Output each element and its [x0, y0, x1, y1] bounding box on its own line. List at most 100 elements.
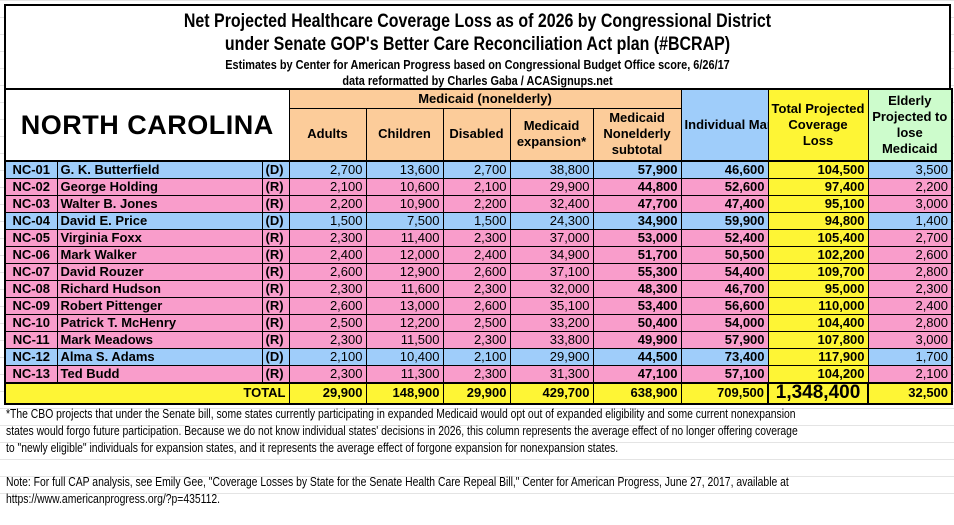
cell-district: NC-10: [4, 313, 58, 332]
cell-representative: David E. Price: [56, 211, 263, 230]
cell-party: (R): [261, 194, 290, 213]
cell-expansion: 29,900: [509, 347, 594, 366]
cell-adults: 2,600: [288, 262, 367, 281]
cell-party: (R): [261, 364, 290, 383]
cell-elderly: 1,400: [867, 211, 953, 230]
header-medicaid-group: Medicaid (nonelderly): [288, 88, 682, 109]
cell-total: 104,400: [767, 313, 869, 332]
cell-total: 104,200: [767, 364, 869, 383]
cell-individual: 57,900: [680, 330, 769, 349]
table-row: NC-01 G. K. Butterfield (D) 2,700 13,600 2,70…: [4, 160, 953, 179]
cell-representative: Richard Hudson: [56, 279, 263, 298]
total-subtotal: 638,900: [592, 381, 682, 404]
cell-party: (R): [261, 313, 290, 332]
cell-total: 107,800: [767, 330, 869, 349]
table-row: NC-13 Ted Budd (R) 2,300 11,300 2,300 31,300 47…: [4, 364, 953, 383]
footnote-note: Note: For full CAP analysis, see Emily G…: [6, 475, 789, 506]
cell-expansion: 24,300: [509, 211, 594, 230]
cell-district: NC-13: [4, 364, 58, 383]
table-row: NC-02 George Holding (R) 2,100 10,600 2,100 29…: [4, 177, 953, 196]
cell-individual: 52,600: [680, 177, 769, 196]
cell-adults: 2,300: [288, 330, 367, 349]
cell-representative: Robert Pittenger: [56, 296, 263, 315]
cell-subtotal: 44,800: [592, 177, 682, 196]
header-elderly: Elderly Projected to lose Medicaid: [867, 88, 953, 162]
cell-disabled: 2,500: [442, 313, 511, 332]
coverage-loss-table: NORTH CAROLINA Medicaid (nonelderly) Ind…: [4, 88, 954, 405]
header-disabled: Disabled: [442, 108, 511, 162]
cell-district: NC-04: [4, 211, 58, 230]
table-row: NC-09 Robert Pittenger (R) 2,600 13,000 2,600…: [4, 296, 953, 315]
cell-adults: 2,100: [288, 347, 367, 366]
table-row: NC-07 David Rouzer (R) 2,600 12,900 2,600 37,1…: [4, 262, 953, 281]
cell-elderly: 2,200: [867, 177, 953, 196]
cell-representative: Walter B. Jones: [56, 194, 263, 213]
table-row: NC-05 Virginia Foxx (R) 2,300 11,400 2,300 37,…: [4, 228, 953, 247]
cell-elderly: 1,700: [867, 347, 953, 366]
cell-disabled: 2,300: [442, 330, 511, 349]
cell-elderly: 2,100: [867, 364, 953, 383]
header-adults: Adults: [288, 108, 367, 162]
cell-subtotal: 51,700: [592, 245, 682, 264]
total-children: 148,900: [365, 381, 444, 404]
cell-elderly: 2,700: [867, 228, 953, 247]
cell-adults: 2,400: [288, 245, 367, 264]
cell-district: NC-01: [4, 160, 58, 179]
cell-individual: 73,400: [680, 347, 769, 366]
state-name: NORTH CAROLINA: [4, 88, 290, 162]
cell-individual: 56,600: [680, 296, 769, 315]
cell-expansion: 31,300: [509, 364, 594, 383]
cell-disabled: 2,100: [442, 347, 511, 366]
cell-adults: 2,500: [288, 313, 367, 332]
cell-total: 105,400: [767, 228, 869, 247]
cell-disabled: 1,500: [442, 211, 511, 230]
subtitle-credit: data reformatted by Charles Gaba / ACASi…: [342, 73, 613, 88]
total-label: TOTAL: [4, 381, 290, 404]
title-line-1: Net Projected Healthcare Coverage Loss a…: [183, 11, 772, 32]
cell-subtotal: 50,400: [592, 313, 682, 332]
cell-expansion: 32,000: [509, 279, 594, 298]
cell-disabled: 2,700: [442, 160, 511, 179]
cell-representative: Alma S. Adams: [56, 347, 263, 366]
cell-subtotal: 49,900: [592, 330, 682, 349]
header-subtotal: Medicaid Nonelderly subtotal: [592, 108, 682, 162]
header-children: Children: [365, 108, 444, 162]
cell-adults: 2,100: [288, 177, 367, 196]
cell-expansion: 33,200: [509, 313, 594, 332]
cell-total: 95,000: [767, 279, 869, 298]
header-expansion: Medicaid expansion*: [509, 108, 594, 162]
cell-district: NC-05: [4, 228, 58, 247]
cell-adults: 2,200: [288, 194, 367, 213]
cell-representative: Ted Budd: [56, 364, 263, 383]
cell-individual: 57,100: [680, 364, 769, 383]
cell-adults: 2,300: [288, 364, 367, 383]
cell-total: 117,900: [767, 347, 869, 366]
cell-party: (R): [261, 296, 290, 315]
cell-elderly: 3,000: [867, 194, 953, 213]
cell-party: (R): [261, 279, 290, 298]
cell-children: 11,400: [365, 228, 444, 247]
cell-representative: G. K. Butterfield: [56, 160, 263, 179]
cell-children: 10,400: [365, 347, 444, 366]
cell-representative: David Rouzer: [56, 262, 263, 281]
cell-adults: 2,700: [288, 160, 367, 179]
cell-total: 104,500: [767, 160, 869, 179]
header-total-loss: Total Projected Coverage Loss: [767, 88, 869, 162]
cell-children: 12,900: [365, 262, 444, 281]
cell-children: 11,300: [365, 364, 444, 383]
cell-party: (R): [261, 245, 290, 264]
cell-representative: Mark Meadows: [56, 330, 263, 349]
cell-children: 10,600: [365, 177, 444, 196]
cell-subtotal: 53,400: [592, 296, 682, 315]
cell-total: 97,400: [767, 177, 869, 196]
cell-disabled: 2,600: [442, 262, 511, 281]
cell-representative: Virginia Foxx: [56, 228, 263, 247]
cell-children: 12,200: [365, 313, 444, 332]
cell-adults: 2,600: [288, 296, 367, 315]
cell-expansion: 37,000: [509, 228, 594, 247]
cell-total: 94,800: [767, 211, 869, 230]
cell-subtotal: 47,700: [592, 194, 682, 213]
table-body: NC-01 G. K. Butterfield (D) 2,700 13,600 2,70…: [4, 160, 953, 383]
cell-children: 12,000: [365, 245, 444, 264]
cell-party: (D): [261, 347, 290, 366]
